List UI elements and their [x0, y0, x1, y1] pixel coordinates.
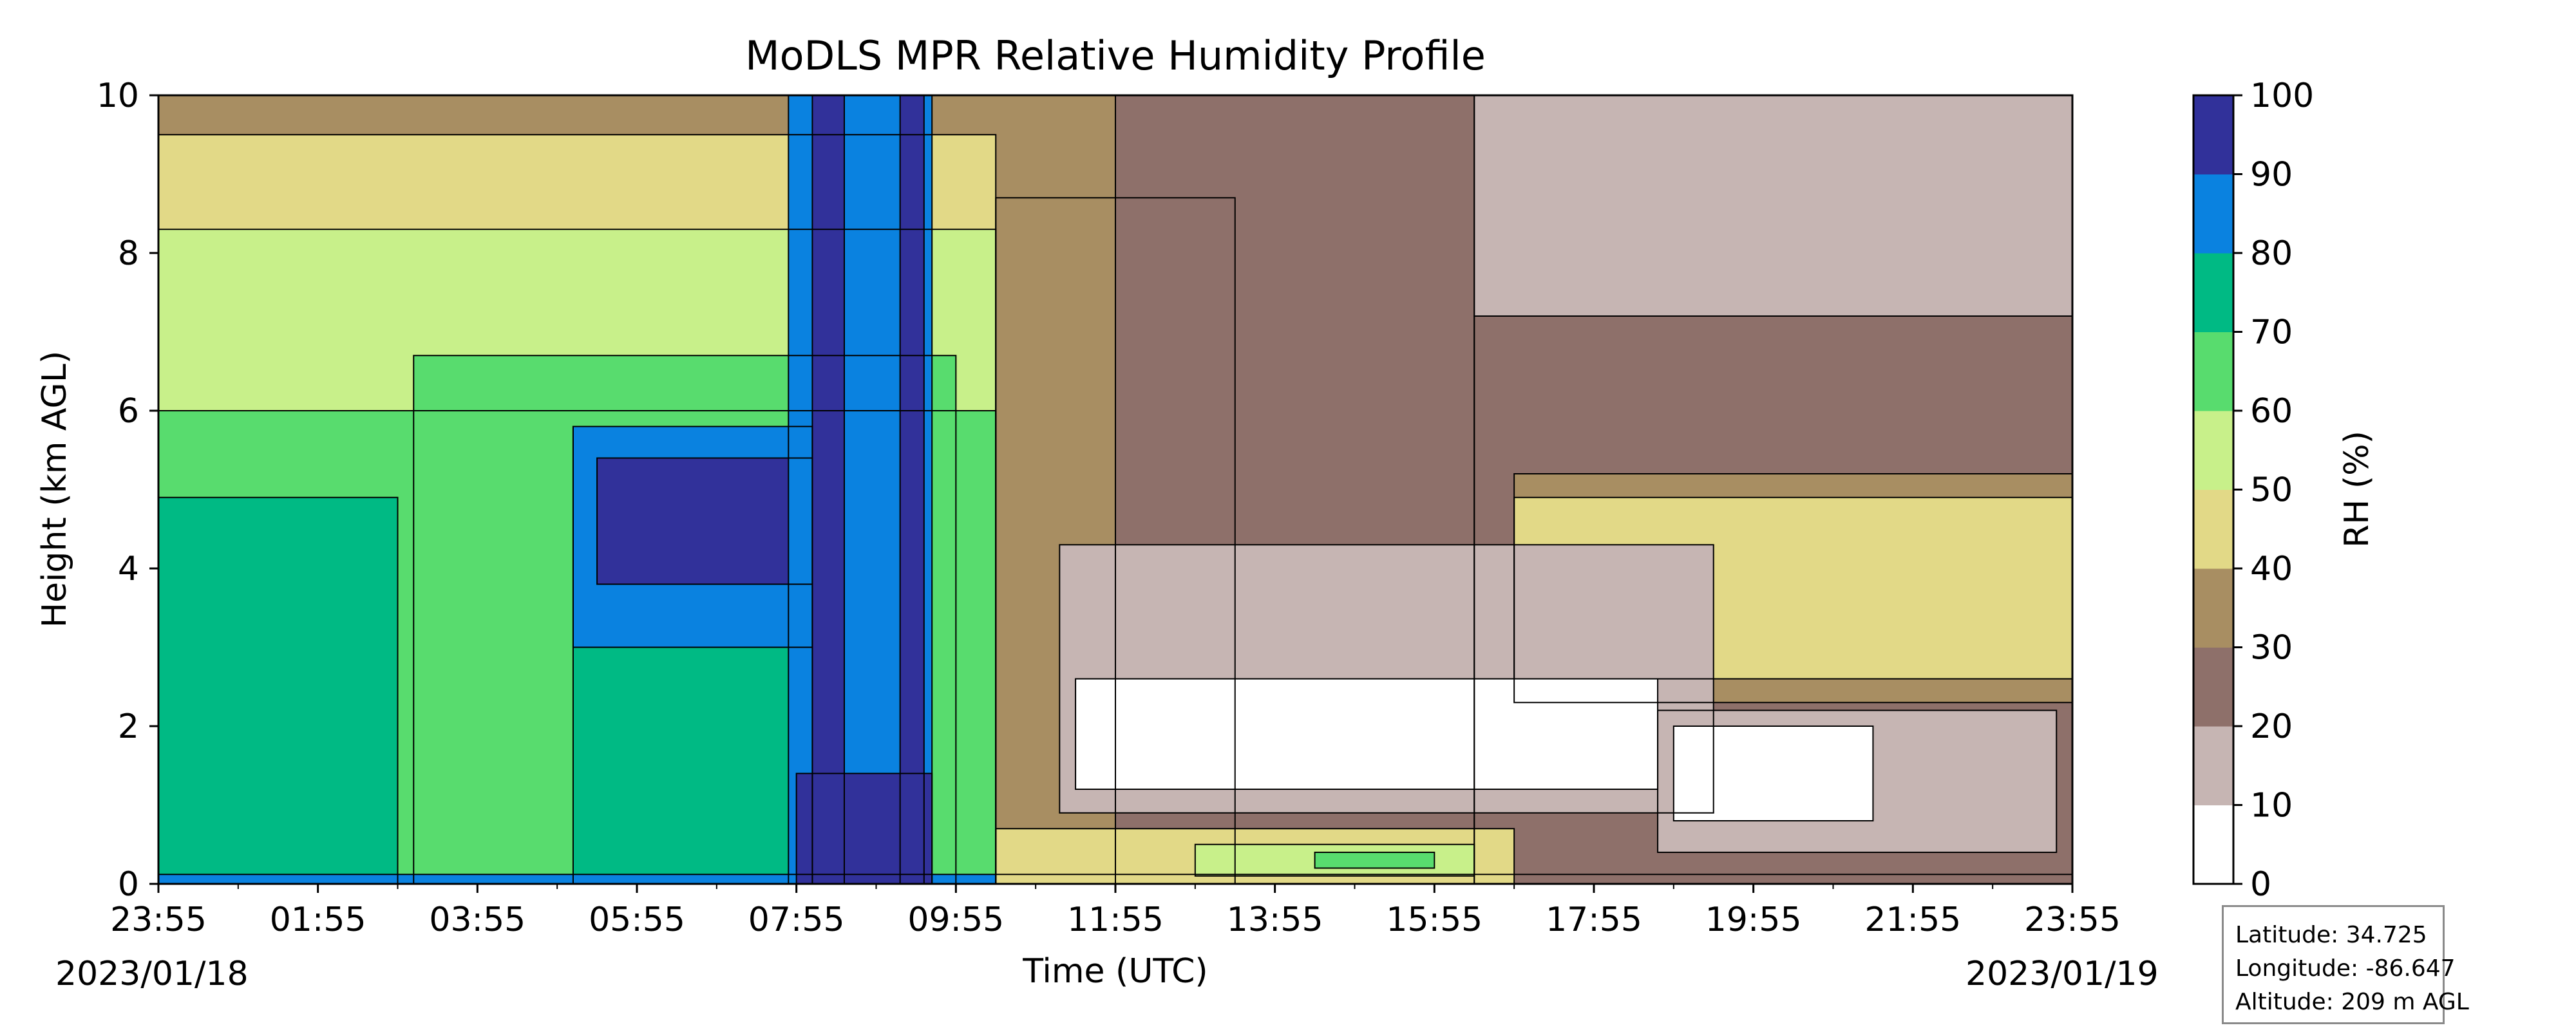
x-tick-label: 09:55 [907, 901, 1004, 939]
colorbar-swatch [2193, 253, 2233, 332]
x-tick-label: 17:55 [1546, 901, 1642, 939]
colorbar-label: RH (%) [2338, 431, 2376, 548]
x-tick-label: 23:55 [2024, 901, 2121, 939]
y-axis: 0 2 4 6 8 10 [97, 77, 158, 904]
x-tick-label: 19:55 [1705, 901, 1802, 939]
y-tick-label: 2 [118, 707, 139, 746]
y-axis-label: Height (km AGL) [35, 351, 74, 628]
contour-lines [158, 95, 2072, 884]
y-tick-label: 6 [118, 392, 139, 431]
contour-line-24 [995, 828, 1515, 884]
altitude-text: Altitude: 209 m AGL [2235, 989, 2469, 1015]
colorbar-tick-label: 20 [2250, 707, 2293, 746]
colorbar-tick-label: 90 [2250, 156, 2293, 194]
colorbar-swatch [2193, 489, 2233, 569]
contour-line-9 [788, 95, 933, 884]
colorbar-tick-label: 100 [2250, 77, 2314, 115]
contour-line-20 [1059, 544, 1714, 814]
colorbar-tick-label: 80 [2250, 234, 2293, 273]
colorbar-tick-label: 10 [2250, 787, 2293, 825]
x-tick-label: 15:55 [1386, 901, 1482, 939]
x-tick-label: 05:55 [589, 901, 685, 939]
rh-region-10 [812, 95, 844, 884]
colorbar-swatch [2193, 411, 2233, 490]
rh-region-16 [1474, 95, 2072, 316]
colorbar-swatch [2193, 174, 2233, 254]
colorbar-swatch [2193, 726, 2233, 805]
rh-region-8 [597, 458, 813, 585]
contour-line-13 [795, 772, 933, 884]
rh-region-21 [1075, 679, 1658, 789]
x-axis-label: Time (UTC) [1022, 952, 1208, 991]
contour-line-22 [1657, 709, 2058, 853]
y-tick-label: 8 [118, 234, 139, 273]
rh-region-13 [796, 773, 933, 884]
start-date-label: 2023/01/18 [55, 955, 249, 993]
rh-region-11 [900, 95, 924, 884]
colorbar-tick-label: 70 [2250, 314, 2293, 352]
chart-title: MoDLS MPR Relative Humidity Profile [745, 32, 1486, 79]
x-tick-label: 01:55 [270, 901, 366, 939]
contour-line-25 [1194, 843, 1475, 877]
colorbar-swatch [2193, 647, 2233, 727]
colorbar-swatch [2193, 95, 2233, 174]
colorbar-tick-label: 30 [2250, 629, 2293, 668]
x-tick-label: 11:55 [1067, 901, 1164, 939]
contour-line-4 [158, 496, 399, 884]
y-tick-label: 10 [97, 77, 139, 115]
contour-line-23 [1672, 726, 1874, 821]
x-tick-label: 23:55 [110, 901, 207, 939]
y-tick-label: 0 [118, 865, 139, 904]
y-tick-label: 4 [118, 550, 139, 588]
x-tick-label: 21:55 [1864, 901, 1961, 939]
x-tick-label: 07:55 [748, 901, 845, 939]
x-tick-label: 13:55 [1227, 901, 1323, 939]
rh-region-26 [1314, 852, 1435, 868]
rh-region-23 [1673, 726, 1873, 821]
contour-line-11 [899, 95, 925, 884]
colorbar-tick-label: 40 [2250, 550, 2293, 588]
colorbar-tick-label: 60 [2250, 392, 2293, 431]
contour-line-19 [1513, 496, 2072, 680]
longitude-text: Longitude: -86.647 [2235, 955, 2456, 982]
contour-line-17 [1473, 315, 2072, 884]
x-tick-label: 03:55 [429, 901, 526, 939]
contour-line-5 [413, 355, 957, 884]
colorbar-swatch [2193, 332, 2233, 411]
colorbar: 0 10 20 30 40 50 60 70 80 90 100 [2192, 77, 2314, 904]
rh-region-4 [158, 497, 398, 884]
colorbar-tick-label: 50 [2250, 471, 2293, 510]
end-date-label: 2023/01/19 [1965, 955, 2159, 993]
colorbar-swatch [2193, 805, 2233, 885]
colorbar-tick-label: 0 [2250, 865, 2271, 904]
contour-line-10 [811, 95, 845, 884]
site-info-box: Latitude: 34.725 Longitude: -86.647 Alti… [2222, 905, 2469, 1024]
contour-line-26 [1314, 852, 1435, 869]
colorbar-swatch [2193, 568, 2233, 648]
latitude-text: Latitude: 34.725 [2235, 922, 2427, 948]
x-axis: 23:55 01:55 03:55 05:55 07:55 09:55 11:55 13:55… [110, 884, 2121, 939]
